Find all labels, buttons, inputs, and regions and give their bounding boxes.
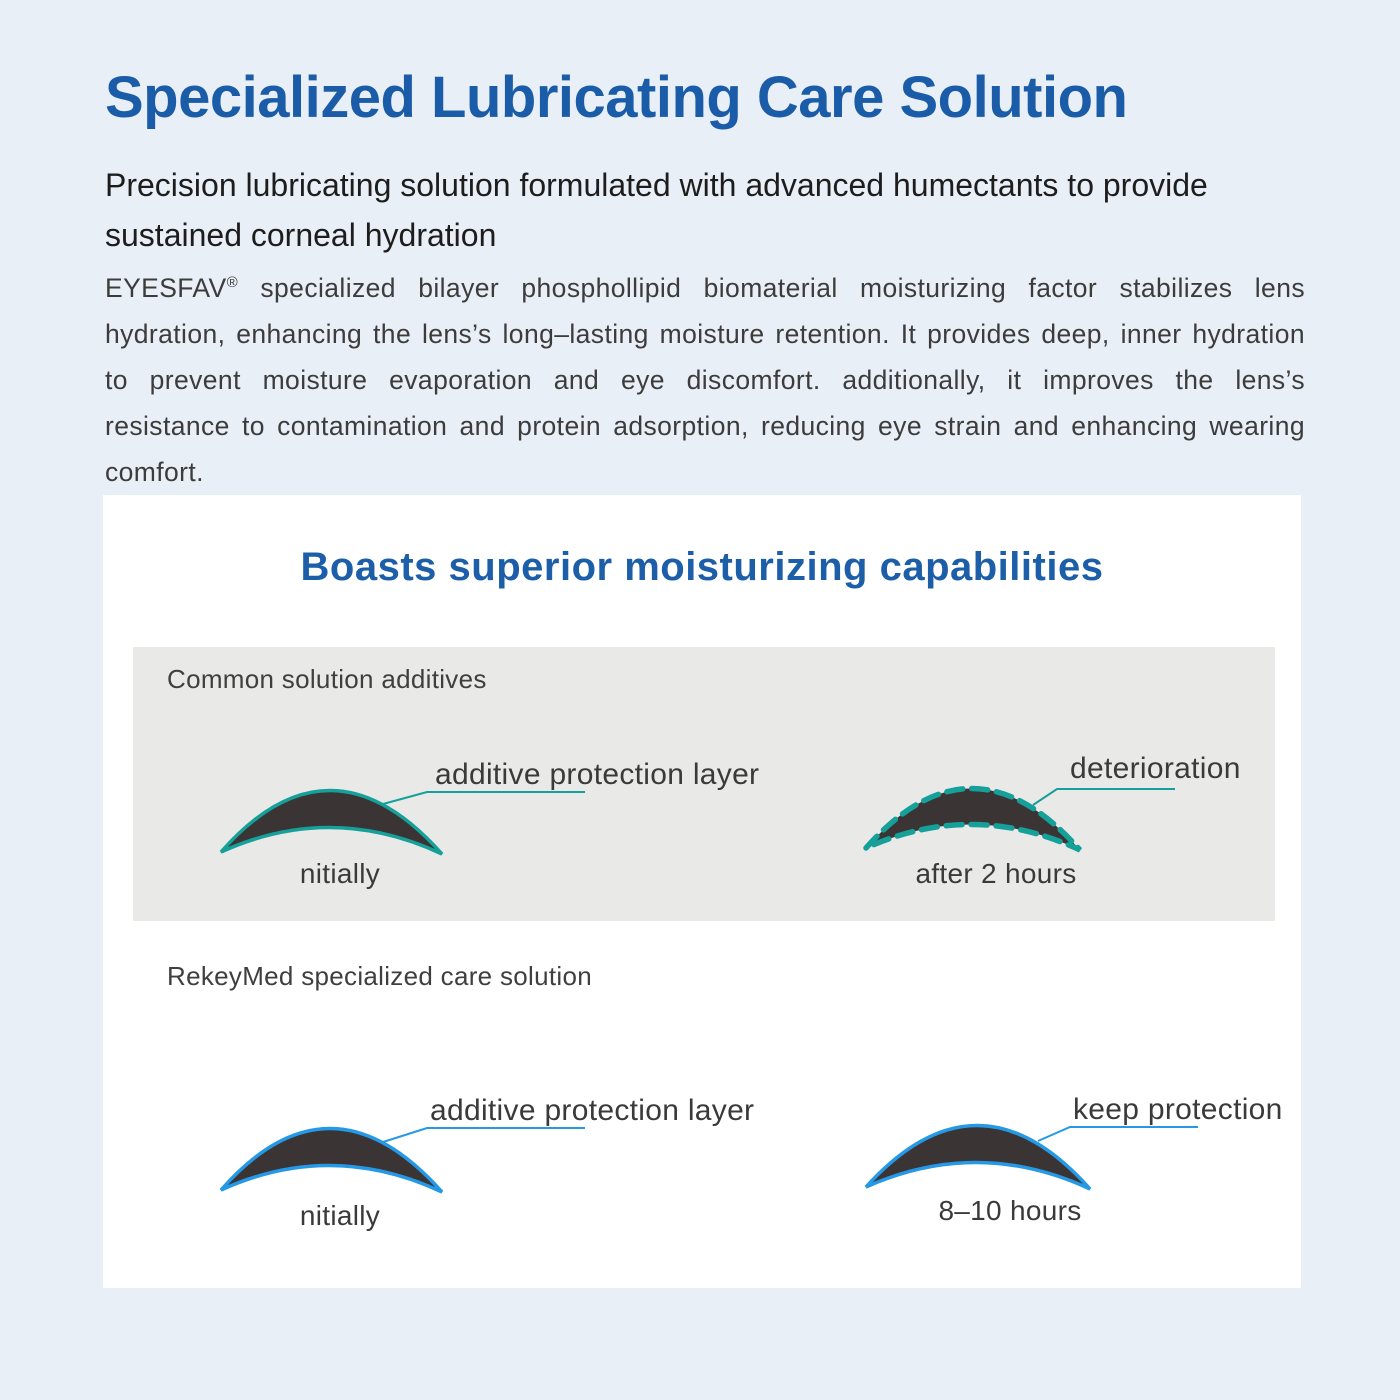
common-additives-label: Common solution additives <box>167 664 487 694</box>
brand-name: EYESFAV <box>105 272 227 303</box>
figure-caption: nitially <box>299 858 381 889</box>
lens-crescent <box>219 1126 444 1194</box>
rekeymed-section-label: RekeyMed specialized care solution <box>167 961 592 991</box>
description-paragraph: EYESFAV® specialized bilayer phosphollip… <box>105 260 1305 495</box>
lens-crescent <box>863 785 1083 853</box>
lens-diagram-dashed-teal-icon <box>863 785 1175 853</box>
annotation-leader-line <box>1037 1126 1198 1142</box>
annotation-leader-line <box>382 1127 585 1143</box>
lens-figure-rekeymed-8-10-hours: keep protection 8–10 hours <box>860 1083 1340 1333</box>
common-additives-panel: Common solution additives <box>133 647 1275 921</box>
card-title: Boasts superior moisturizing capabilitie… <box>300 545 1104 589</box>
annotation-leader-line <box>1032 788 1175 806</box>
annotation-label: keep protection <box>1073 1093 1283 1126</box>
lens-diagram-solid-teal-icon <box>219 788 585 856</box>
lens-crescent <box>864 1123 1092 1191</box>
lens-figure-common-after-2-hours: deterioration after 2 hours <box>860 748 1340 998</box>
lens-figure-common-initially: additive protection layer nitially <box>215 750 759 1000</box>
registered-trademark-symbol: ® <box>226 274 239 291</box>
lens-crescent <box>219 788 444 856</box>
figure-caption: after 2 hours <box>915 858 1077 889</box>
figure-caption: nitially <box>299 1200 381 1231</box>
annotation-label: deterioration <box>1070 752 1241 785</box>
description-text: specialized bilayer phosphollipid biomat… <box>105 272 1305 487</box>
lens-diagram-solid-blue-icon <box>864 1123 1198 1191</box>
moisturizing-comparison-card: Boasts superior moisturizing capabilitie… <box>103 495 1301 1288</box>
annotation-leader-line <box>382 791 585 805</box>
annotation-label: additive protection layer <box>435 758 760 791</box>
page-title: Specialized Lubricating Care Solution <box>105 65 1128 130</box>
lens-diagram-solid-blue-icon <box>219 1126 585 1194</box>
lens-figure-rekeymed-initially: additive protection layer nitially <box>215 1088 754 1338</box>
annotation-label: additive protection layer <box>430 1094 755 1127</box>
page-subtitle: Precision lubricating solution formulate… <box>105 167 1208 253</box>
figure-caption: 8–10 hours <box>938 1195 1082 1226</box>
